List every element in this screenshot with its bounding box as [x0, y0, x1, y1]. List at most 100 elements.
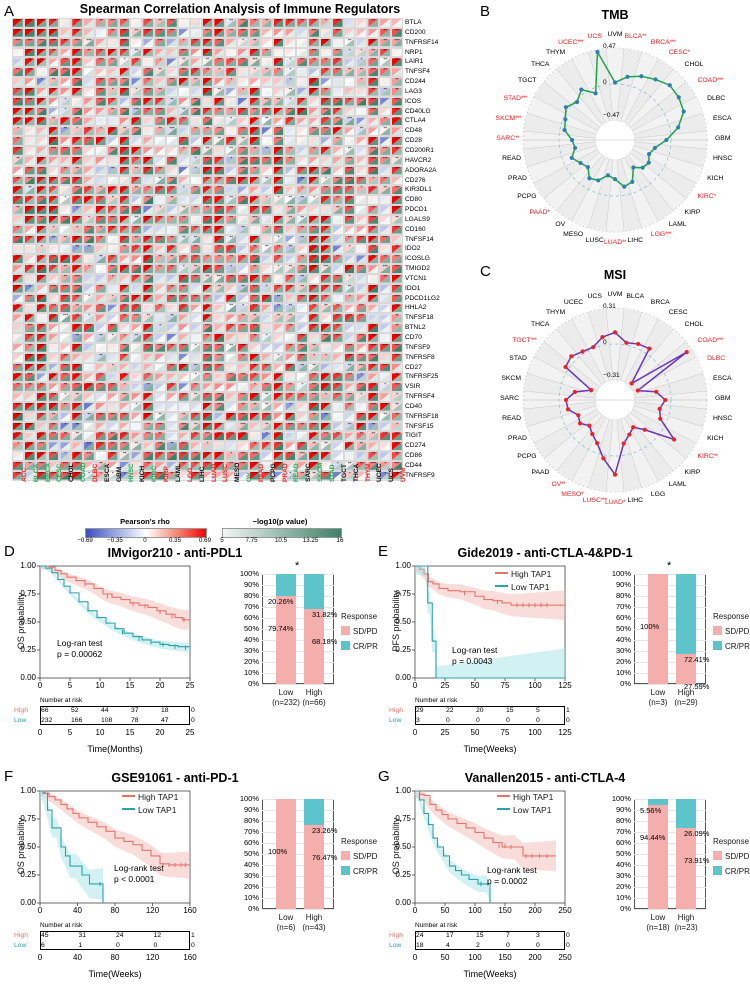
- heatmap-cell: **: [248, 145, 261, 156]
- heatmap-cell: [343, 126, 356, 137]
- cell-pvalue-triangle: [13, 38, 23, 47]
- heatmap-cell: ***: [165, 18, 178, 28]
- significance-stars: ***: [368, 98, 378, 102]
- significance-stars: **: [72, 334, 82, 338]
- heatmap-cell: **: [391, 155, 403, 166]
- heatmap-cell: [225, 392, 238, 402]
- heatmap-cell: [391, 67, 403, 78]
- cell-pvalue-triangle: [249, 137, 260, 145]
- significance-stars: **: [392, 275, 402, 279]
- cell-pvalue-triangle: [214, 156, 225, 165]
- heatmap-cell: **: [260, 401, 273, 412]
- cell-pvalue-triangle: [368, 48, 379, 57]
- significance-stars: ***: [309, 236, 319, 240]
- significance-stars: **: [274, 304, 284, 308]
- heatmap-cell: **: [71, 264, 84, 274]
- heatmap-cell: **: [71, 313, 84, 324]
- heatmap-cell: ***: [355, 382, 368, 393]
- heatmap-cell: **: [331, 126, 344, 137]
- significance-stars: ***: [49, 403, 59, 407]
- heatmap-cell: [343, 333, 356, 343]
- heatmap-cell: *: [284, 57, 297, 68]
- significance-stars: ***: [120, 196, 130, 200]
- significance-stars: *: [108, 364, 118, 368]
- cell-pvalue-triangle: [95, 97, 106, 106]
- significance-stars: *: [226, 117, 236, 121]
- significance-stars: ***: [155, 344, 165, 348]
- heatmap-cell: **: [189, 234, 202, 245]
- cell-pvalue-triangle: [155, 58, 165, 67]
- cell-pvalue-triangle: [95, 58, 106, 67]
- significance-stars: ***: [143, 68, 153, 72]
- significance-stars: *: [250, 383, 260, 387]
- heatmap-cell: ***: [118, 106, 131, 117]
- spearman-correlation-heatmap[interactable]: *** *** *** *** *** ** *** ** ** ** *** *** *** ** ***…: [12, 18, 403, 481]
- heatmap-cell: ***: [248, 234, 261, 245]
- heatmap-cell: ***: [71, 86, 84, 97]
- cell-pvalue-triangle: [166, 58, 177, 67]
- heatmap-cell: ***: [165, 27, 178, 38]
- heatmap-cell: **: [248, 264, 261, 274]
- heatmap-cell: ***: [391, 195, 403, 206]
- significance-stars: ***: [191, 147, 201, 151]
- heatmap-cell: **: [201, 126, 214, 137]
- heatmap-cell: [379, 96, 391, 107]
- heatmap-cell: [83, 145, 95, 156]
- heatmap-cell: *: [355, 392, 368, 402]
- significance-stars: ***: [262, 108, 272, 112]
- heatmap-cell: **: [248, 313, 261, 324]
- significance-stars: ***: [392, 265, 402, 269]
- cell-pvalue-triangle: [309, 78, 319, 86]
- significance-stars: ***: [262, 413, 272, 417]
- heatmap-cell: *: [177, 264, 190, 274]
- significance-stars: **: [368, 88, 378, 92]
- cell-pvalue-triangle: [48, 137, 59, 145]
- cell-pvalue-triangle: [36, 78, 47, 86]
- significance-stars: **: [238, 354, 248, 358]
- significance-stars: **: [37, 255, 47, 259]
- cell-pvalue-triangle: [72, 137, 83, 145]
- heatmap-cell: ***: [94, 136, 107, 146]
- significance-stars: ***: [368, 108, 378, 112]
- heatmap-cell: [296, 411, 309, 422]
- cell-pvalue-triangle: [119, 156, 130, 165]
- heatmap-cell: ***: [106, 382, 119, 393]
- heatmap-cell: ***: [94, 303, 107, 314]
- heatmap-cell: **: [23, 116, 36, 127]
- heatmap-cell: **: [248, 165, 261, 176]
- heatmap-cell: ***: [272, 372, 285, 383]
- heatmap-cell: [154, 362, 166, 373]
- heatmap-cell: **: [367, 18, 380, 28]
- heatmap-cell: ***: [106, 214, 119, 225]
- heatmap-cell: **: [201, 401, 214, 412]
- heatmap-cell: ***: [177, 293, 190, 304]
- heatmap-cell: [260, 303, 273, 314]
- cell-pvalue-triangle: [344, 48, 355, 57]
- significance-stars: ***: [120, 108, 130, 112]
- heatmap-cell: ***: [367, 165, 380, 176]
- heatmap-cell: ***: [71, 234, 84, 245]
- cell-pvalue-triangle: [344, 19, 355, 27]
- heatmap-cell: [94, 293, 107, 304]
- heatmap-cell: **: [142, 392, 155, 402]
- significance-stars: ***: [274, 226, 284, 230]
- significance-stars: ***: [167, 176, 177, 180]
- heatmap-cell: ***: [308, 323, 320, 333]
- heatmap-cell: ***: [59, 303, 72, 314]
- cell-pvalue-triangle: [95, 156, 106, 165]
- significance-stars: ***: [203, 117, 213, 121]
- heatmap-cell: **: [177, 234, 190, 245]
- cell-pvalue-triangle: [297, 87, 308, 96]
- significance-stars: **: [191, 236, 201, 240]
- heatmap-cell: [154, 145, 166, 156]
- significance-stars: **: [309, 364, 319, 368]
- cell-pvalue-triangle: [84, 38, 94, 47]
- significance-stars: **: [238, 285, 248, 289]
- significance-stars: **: [37, 413, 47, 417]
- significance-stars: ***: [285, 413, 295, 417]
- significance-stars: ***: [60, 117, 70, 121]
- heatmap-cell: ***: [319, 372, 332, 383]
- heatmap-cell: [201, 234, 214, 245]
- significance-stars: **: [226, 147, 236, 151]
- heatmap-cell: ***: [23, 352, 36, 363]
